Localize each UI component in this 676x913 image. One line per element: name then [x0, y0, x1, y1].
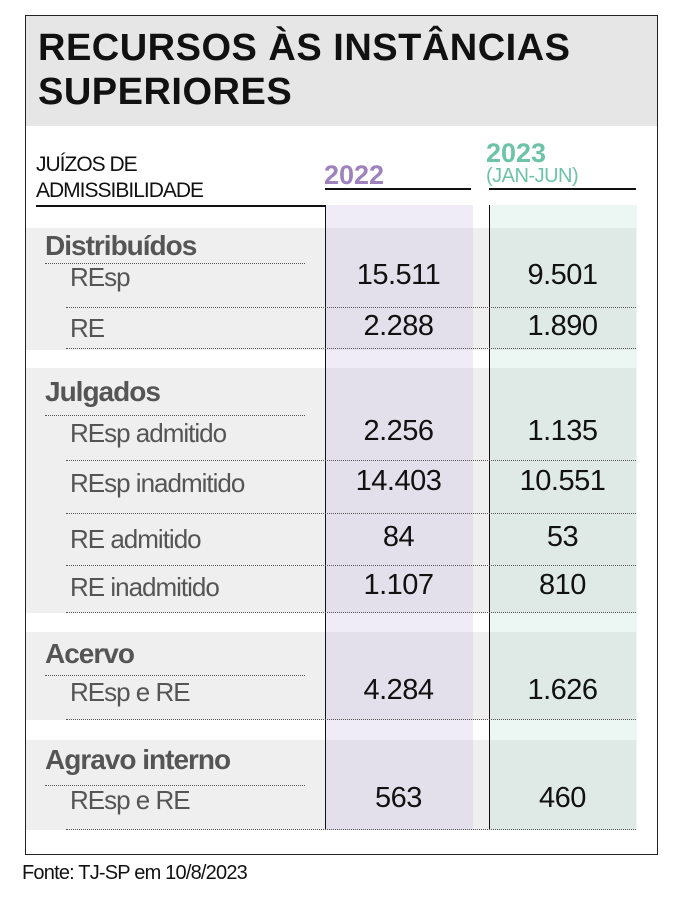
- row-label: REsp inadmitido: [70, 468, 245, 498]
- column-header-2022: 2022: [324, 160, 385, 190]
- row-label: REsp: [70, 262, 131, 292]
- column-2022: [325, 205, 473, 830]
- divider: [66, 460, 636, 461]
- column-rule-2023: [489, 188, 636, 190]
- group-heading: Agravo interno: [45, 744, 231, 775]
- value-2023: 460: [539, 782, 586, 814]
- row-label: REsp admitido: [70, 418, 227, 448]
- page-title: RECURSOS ÀS INSTÂNCIAS SUPERIORES: [38, 27, 571, 113]
- value-2022: 1.107: [363, 569, 434, 601]
- row-label: RE: [70, 313, 105, 343]
- value-2022: 15.511: [356, 259, 441, 291]
- column-rule-2022: [325, 188, 471, 190]
- divider: [66, 829, 636, 830]
- value-2022: 84: [382, 521, 415, 553]
- source-note: Fonte: TJ-SP em 10/8/2023: [22, 862, 248, 884]
- group-band-julgados: [26, 368, 636, 613]
- group-band-acervo: [26, 632, 636, 720]
- group-band-distribuidos: [26, 228, 636, 350]
- group-heading: Distribuídos: [45, 230, 197, 261]
- group-heading: Acervo: [45, 638, 135, 669]
- value-2022: 563: [375, 782, 422, 814]
- divider: [45, 675, 305, 676]
- divider: [66, 348, 636, 349]
- value-2022: 2.288: [363, 310, 434, 342]
- title-band: [26, 16, 657, 126]
- value-2022: 2.256: [363, 415, 434, 447]
- divider: [45, 415, 305, 416]
- value-2023: 53: [546, 521, 579, 553]
- row-label: RE admitido: [70, 524, 202, 554]
- column-header-2023-note: (JAN-JUN): [486, 165, 579, 187]
- value-2023: 810: [539, 569, 586, 601]
- value-2022: 14.403: [355, 465, 442, 497]
- table-frame: [25, 15, 658, 855]
- divider: [66, 307, 636, 308]
- value-2023: 1.135: [527, 415, 598, 447]
- divider: [45, 785, 305, 786]
- row-label: RE inadmitido: [70, 572, 220, 602]
- row-label: REsp e RE: [70, 785, 191, 815]
- value-2023: 9.501: [527, 259, 598, 291]
- divider: [66, 612, 636, 613]
- value-2023: 10.551: [519, 465, 606, 497]
- header-rule: [36, 205, 326, 207]
- divider: [66, 565, 636, 566]
- divider: [66, 513, 636, 514]
- column-header-2023: 2023: [486, 138, 547, 168]
- divider: [66, 719, 636, 720]
- row-label: REsp e RE: [70, 677, 191, 707]
- divider: [45, 263, 305, 264]
- value-2023: 1.890: [527, 310, 598, 342]
- group-heading: Julgados: [45, 376, 161, 407]
- row-header-label: JUÍZOS DE ADMISSIBILIDADE: [36, 153, 204, 202]
- value-2022: 4.284: [363, 674, 434, 706]
- value-2023: 1.626: [527, 674, 598, 706]
- column-2023: [489, 205, 637, 830]
